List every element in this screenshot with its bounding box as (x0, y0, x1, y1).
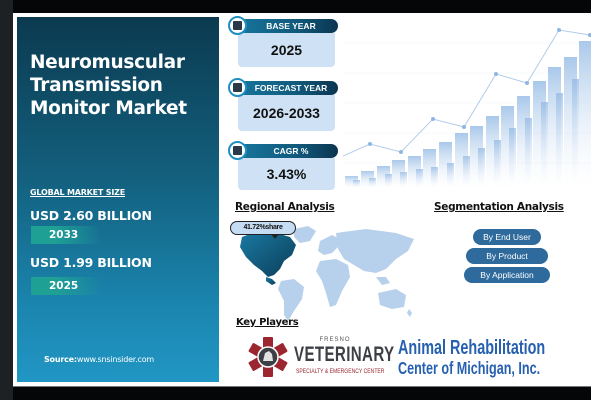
infographic-canvas: Neuromuscular Transmission Monitor Marke… (13, 13, 591, 386)
world-map (240, 226, 414, 321)
source-url: www.snsinsider.com (76, 355, 154, 364)
left-frame (0, 0, 13, 400)
medical-star-icon (248, 337, 288, 377)
globe-growth-icon (228, 141, 247, 160)
segment-by-end-user-button[interactable]: By End User (473, 229, 541, 245)
logo-subtitle: SPECIALTY & EMERGENCY CENTER (296, 368, 385, 375)
top-frame (0, 0, 591, 13)
fresno-veterinary-logo: FRESNO VETERINARY SPECIALTY & EMERGENCY … (246, 335, 395, 381)
forecast-market-value: USD 2.60 BILLION (30, 208, 152, 223)
logo-name: VETERINARY (294, 343, 395, 366)
north-america-highlight (240, 231, 296, 277)
card-value: 3.43% (238, 158, 335, 190)
decorative-growth-chart (343, 28, 591, 188)
segment-by-application-button[interactable]: By Application (464, 267, 550, 283)
base-year-badge: 2025 (31, 277, 101, 295)
callout-pointer (271, 234, 279, 239)
animal-rehab-michigan-logo: Animal Rehabilitation Center of Michigan… (398, 338, 600, 378)
key-players-title: Key Players (236, 317, 299, 328)
segmentation-analysis-title: Segmentation Analysis (434, 201, 564, 213)
card-value: 2026-2033 (238, 95, 335, 131)
factory-chart-icon (228, 78, 247, 97)
bottom-frame (13, 386, 591, 400)
regional-analysis-title: Regional Analysis (235, 201, 335, 213)
logo-top-text: FRESNO (319, 337, 351, 343)
logo-line-1: Animal Rehabilitation (398, 337, 546, 359)
segment-by-product-button[interactable]: By Product (466, 248, 548, 264)
market-summary-panel: Neuromuscular Transmission Monitor Marke… (17, 17, 219, 382)
card-header: CAGR % (232, 144, 338, 158)
global-market-size-label: GLOBAL MARKET SIZE (30, 188, 125, 197)
report-icon (228, 16, 247, 35)
source-credit: Source:www.snsinsider.com (44, 355, 154, 364)
forecast-year-badge: 2033 (31, 226, 101, 244)
card-header: BASE YEAR (232, 19, 338, 33)
base-market-value: USD 1.99 BILLION (30, 255, 152, 270)
card-header: FORECAST YEAR (232, 81, 338, 95)
page-title: Neuromuscular Transmission Monitor Marke… (30, 52, 187, 119)
source-label: Source: (44, 355, 77, 364)
card-value: 2025 (238, 33, 335, 67)
logo-line-2: Center of Michigan, Inc. (398, 358, 541, 378)
region-share-callout: 41.72%share (230, 221, 296, 235)
